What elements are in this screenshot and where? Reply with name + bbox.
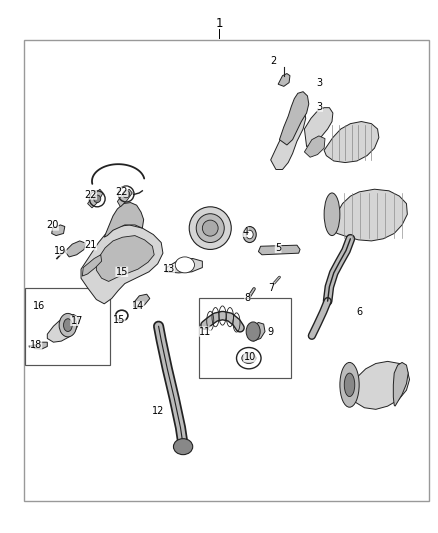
Ellipse shape xyxy=(340,362,359,407)
Bar xyxy=(25,288,110,365)
Ellipse shape xyxy=(243,227,256,243)
Text: 2: 2 xyxy=(271,56,277,66)
Text: 1: 1 xyxy=(215,18,223,30)
Polygon shape xyxy=(88,189,103,208)
Text: 7: 7 xyxy=(268,283,275,293)
Ellipse shape xyxy=(175,257,194,273)
Text: 22: 22 xyxy=(85,190,97,199)
Polygon shape xyxy=(304,136,325,157)
Polygon shape xyxy=(304,108,333,147)
Text: 14: 14 xyxy=(132,302,144,311)
Text: 20: 20 xyxy=(46,221,59,230)
Text: 22: 22 xyxy=(116,187,128,197)
Text: 6: 6 xyxy=(356,307,362,317)
Ellipse shape xyxy=(246,230,253,239)
Ellipse shape xyxy=(64,319,72,332)
Polygon shape xyxy=(324,122,379,163)
Polygon shape xyxy=(104,203,144,237)
Ellipse shape xyxy=(196,214,224,243)
Text: 16: 16 xyxy=(33,302,46,311)
Text: 17: 17 xyxy=(71,316,83,326)
Ellipse shape xyxy=(242,353,256,364)
Polygon shape xyxy=(258,245,300,255)
Polygon shape xyxy=(134,294,150,308)
Text: 5: 5 xyxy=(275,243,281,253)
Polygon shape xyxy=(166,259,202,273)
Ellipse shape xyxy=(189,207,231,249)
Ellipse shape xyxy=(123,190,130,198)
Polygon shape xyxy=(81,225,163,304)
Polygon shape xyxy=(96,236,154,281)
Polygon shape xyxy=(271,108,306,169)
Text: 10: 10 xyxy=(244,352,256,362)
Polygon shape xyxy=(247,322,265,341)
Text: 3: 3 xyxy=(317,78,323,87)
Ellipse shape xyxy=(173,439,193,455)
Polygon shape xyxy=(52,225,65,236)
Text: 11: 11 xyxy=(199,327,211,336)
Polygon shape xyxy=(34,342,47,349)
Polygon shape xyxy=(82,255,102,276)
Text: 8: 8 xyxy=(244,294,251,303)
Text: 4: 4 xyxy=(242,227,248,237)
Text: 15: 15 xyxy=(116,267,128,277)
Text: 21: 21 xyxy=(85,240,97,250)
Polygon shape xyxy=(393,362,408,406)
Polygon shape xyxy=(279,92,309,145)
Polygon shape xyxy=(65,241,85,257)
Ellipse shape xyxy=(324,193,340,236)
Bar xyxy=(199,298,291,378)
Polygon shape xyxy=(278,74,290,86)
Text: 19: 19 xyxy=(54,246,67,255)
Polygon shape xyxy=(117,189,132,207)
Ellipse shape xyxy=(202,220,218,236)
Ellipse shape xyxy=(246,322,260,341)
Polygon shape xyxy=(47,314,79,342)
Text: 13: 13 xyxy=(162,264,175,274)
Text: 3: 3 xyxy=(317,102,323,111)
Bar xyxy=(24,40,429,501)
Text: 12: 12 xyxy=(152,407,165,416)
Ellipse shape xyxy=(94,195,101,203)
Text: 18: 18 xyxy=(30,340,42,350)
Text: 15: 15 xyxy=(113,315,125,325)
Polygon shape xyxy=(329,189,407,241)
Ellipse shape xyxy=(344,373,355,397)
Ellipse shape xyxy=(59,313,77,337)
Polygon shape xyxy=(348,361,410,409)
Text: 9: 9 xyxy=(268,327,274,336)
